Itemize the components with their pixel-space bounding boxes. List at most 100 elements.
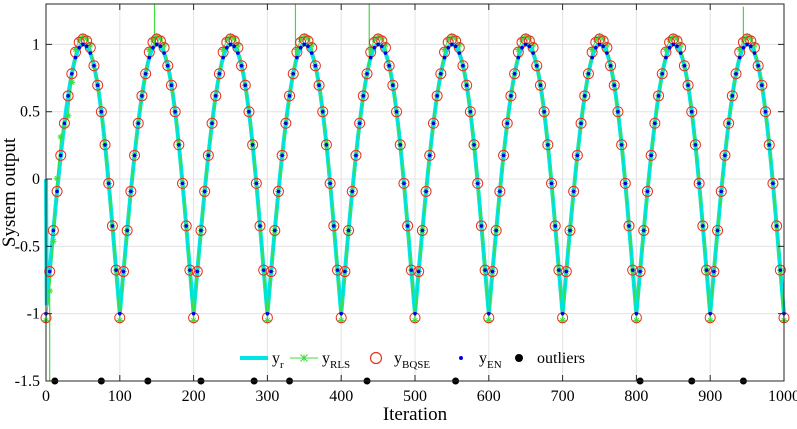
series-y_EN-point	[468, 109, 473, 114]
axis-ticks: 0 100 200 300 400 500 600 700 800 900 1000 1 0.5 0 -0.…	[15, 4, 797, 405]
series-y_BQSE-point	[284, 90, 296, 102]
series-y_BQSE-point	[250, 177, 262, 189]
series-y_EN-point	[343, 269, 347, 274]
series-y_EN-point	[538, 83, 543, 88]
series-y_BQSE-point	[553, 264, 565, 276]
series-y_BQSE-point	[549, 220, 561, 232]
series-y_BQSE-point	[719, 149, 731, 161]
series-y_EN-point	[634, 311, 639, 316]
series-y_EN-point	[431, 121, 436, 126]
series-y_EN-point	[376, 42, 380, 47]
series-y_BQSE-point	[92, 79, 104, 91]
y-tick-label: -1	[27, 306, 40, 323]
y_RLS-star-stroke	[50, 238, 56, 245]
x-tick-label: 800	[624, 388, 648, 405]
series-y_EN-point	[730, 94, 735, 98]
x-axis-label: Iteration	[383, 404, 448, 424]
series-y_BQSE-point	[697, 220, 709, 232]
y_RLS-star-stroke	[412, 317, 418, 324]
series-y_EN-point	[169, 83, 174, 88]
legend-label-sub: RLS	[330, 359, 350, 371]
series-y_BQSE-point	[435, 68, 447, 80]
series-y_EN-point	[520, 45, 524, 50]
x-tick-label: 600	[477, 388, 501, 405]
series-y_BQSE-point	[44, 266, 56, 278]
series-y_EN-point	[402, 181, 406, 186]
series-y_BQSE-point	[767, 177, 779, 189]
series-y_EN-point	[686, 83, 690, 88]
series-y_BQSE-point	[608, 79, 620, 91]
series-y_EN-point	[232, 44, 236, 49]
series-y_EN-point	[383, 51, 388, 55]
series-y_EN-point	[280, 153, 284, 158]
series-y_EN-point	[450, 42, 454, 47]
series-y_EN-point	[748, 44, 753, 49]
series-y_BQSE-point	[427, 117, 439, 129]
series-y_BQSE-point	[560, 266, 572, 278]
legend-label-sub: EN	[487, 359, 502, 371]
series-y_EN-point	[734, 71, 738, 76]
series-y_BQSE-point	[490, 224, 502, 236]
series-y_EN-point	[446, 45, 451, 50]
y_RLS-star-stroke	[707, 317, 713, 324]
series-y_BQSE-point	[653, 90, 665, 102]
series-y_BQSE-point	[324, 177, 336, 189]
series-y_EN-point	[177, 142, 181, 147]
series-y_EN-point	[737, 55, 742, 60]
series-y_EN-point	[265, 311, 270, 316]
series-y_EN-point	[70, 71, 74, 76]
series-y_EN-point	[435, 94, 439, 98]
series-y_EN-point	[81, 42, 85, 47]
series-y_RLS-marker	[64, 112, 72, 119]
series-y_EN-point	[313, 63, 318, 68]
series-y_EN-point	[487, 311, 491, 316]
series-y_BQSE-point	[468, 139, 480, 151]
x-tick-label: 400	[329, 388, 353, 405]
y_RLS-star-stroke	[72, 46, 79, 53]
series-y_EN-point	[612, 83, 617, 88]
series-y_BQSE-point	[752, 60, 764, 72]
series-y_EN-point	[523, 42, 528, 47]
series-y_BQSE-point	[774, 264, 786, 276]
legend-swatch-outliers	[515, 354, 523, 362]
series-y_BQSE-point	[199, 185, 211, 197]
series-y_BQSE-point	[701, 264, 713, 276]
series-y_BQSE-point	[726, 90, 738, 102]
y-tick-label: 1	[32, 36, 40, 53]
series-y_EN-point	[114, 268, 118, 272]
series-y_BQSE-point	[206, 117, 218, 129]
series-y_EN-point	[490, 269, 495, 274]
series-y_BQSE-point	[464, 106, 476, 118]
series-y_EN-point	[678, 51, 683, 55]
series-y_BQSE-point	[638, 224, 650, 236]
y_RLS-star-stroke	[674, 35, 680, 41]
series-y_BQSE-point	[258, 264, 270, 276]
series-y_BQSE-point	[184, 264, 196, 276]
series-y_BQSE-point	[387, 79, 399, 91]
series-y_EN-point	[99, 109, 104, 114]
series-y_RLS-marker	[441, 46, 448, 53]
series-y_EN-point	[379, 44, 384, 49]
y-tick-label: 0.5	[20, 104, 40, 121]
series-y_EN-point	[213, 94, 218, 98]
series-y_BQSE-point	[645, 149, 657, 161]
series-y_EN-point	[368, 55, 373, 60]
series-y_BQSE-point	[195, 224, 207, 236]
series-y_BQSE-point	[494, 185, 506, 197]
series-y_EN-point	[92, 63, 96, 68]
series-y_EN-point	[125, 228, 129, 233]
series-y_BQSE-point	[95, 106, 107, 118]
series-y_BQSE-point	[332, 264, 344, 276]
series-y_BQSE-point	[210, 90, 222, 102]
series-y_EN-point	[638, 269, 642, 274]
y_RLS-star-stroke	[294, 46, 300, 53]
series-y_EN-point	[221, 55, 225, 60]
series-y_BQSE-point	[461, 79, 473, 91]
series-y_BQSE-point	[272, 185, 284, 197]
y_RLS-star-stroke	[83, 35, 90, 41]
legend-label-sub: r	[280, 359, 284, 371]
y_RLS-star-stroke	[441, 46, 448, 53]
series-y_EN-point	[320, 109, 325, 114]
series-y_EN-point	[276, 189, 281, 194]
series-y_BQSE-point	[730, 68, 742, 80]
